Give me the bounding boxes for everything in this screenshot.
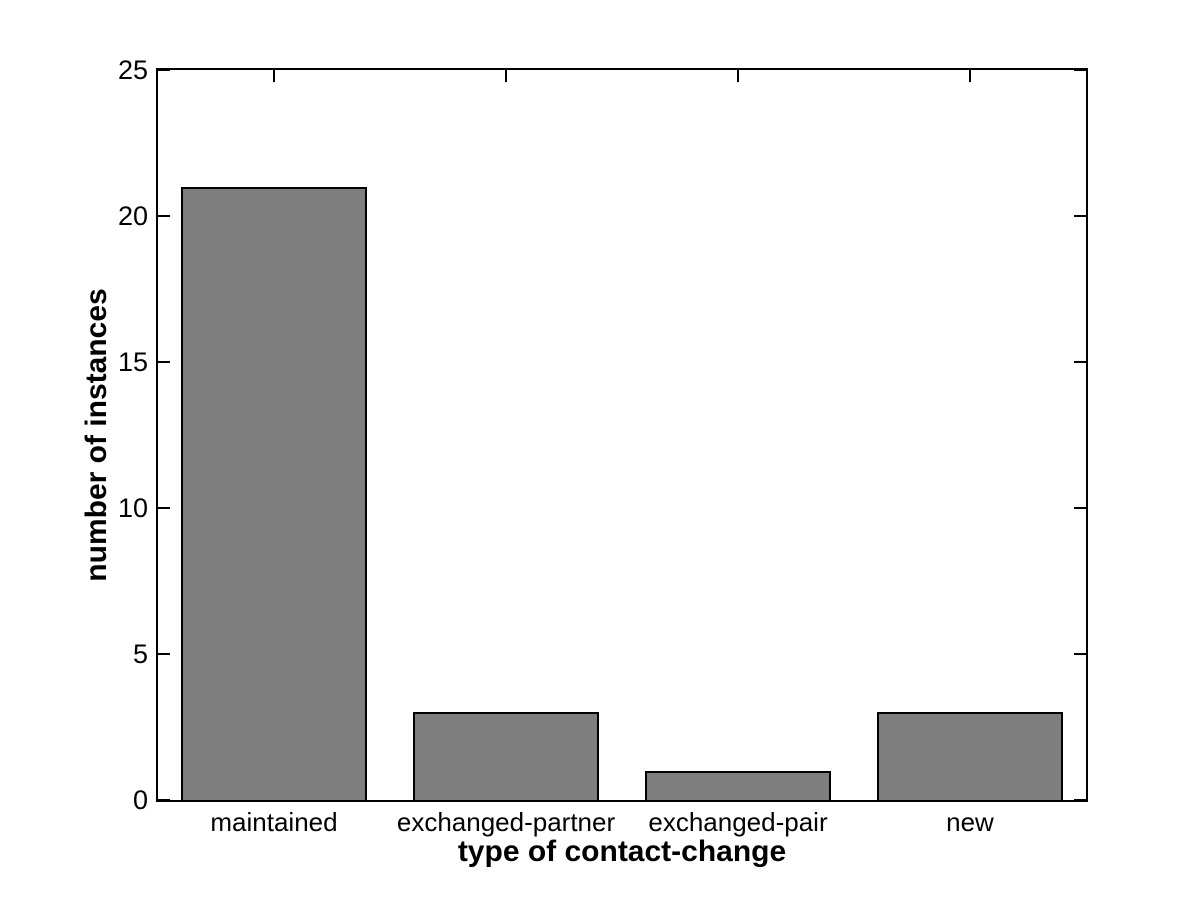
y-axis-label: number of instances [80,288,113,582]
y-axis-tick-left [158,69,170,71]
x-axis-label: type of contact-change [457,835,787,868]
y-axis-tick-label: 5 [132,639,148,669]
plot-area [156,68,1088,802]
x-axis-tick-top [273,70,275,82]
y-axis-tick-label: 25 [117,55,148,85]
bar-maintained [181,186,367,802]
y-axis-tick-right [1074,361,1086,363]
bar-exchanged-pair [645,770,831,802]
y-axis-tick-right [1074,653,1086,655]
y-axis-tick-left [158,361,170,363]
bar-exchanged-partner [413,712,599,802]
y-axis-tick-left [158,653,170,655]
y-axis-tick-left [158,215,170,217]
y-axis-tick-label: 10 [117,493,148,523]
x-axis-tick-top [505,70,507,82]
y-axis-tick-right [1074,69,1086,71]
x-axis-tick-top [737,70,739,82]
y-axis-tick-label: 0 [132,785,148,815]
y-axis-tick-left [158,507,170,509]
y-axis-tick-left [158,799,170,801]
x-axis-tick-label: new [946,807,994,837]
x-axis-tick-label: maintained [210,807,338,837]
x-axis-tick-top [969,70,971,82]
x-axis-tick-label: exchanged-pair [648,807,828,837]
y-axis-tick-right [1074,215,1086,217]
x-axis-tick-label: exchanged-partner [396,807,616,837]
bar-new [877,712,1063,802]
y-axis-tick-right [1074,507,1086,509]
y-axis-tick-right [1074,799,1086,801]
y-axis-tick-label: 15 [117,347,148,377]
y-axis-tick-label: 20 [117,201,148,231]
